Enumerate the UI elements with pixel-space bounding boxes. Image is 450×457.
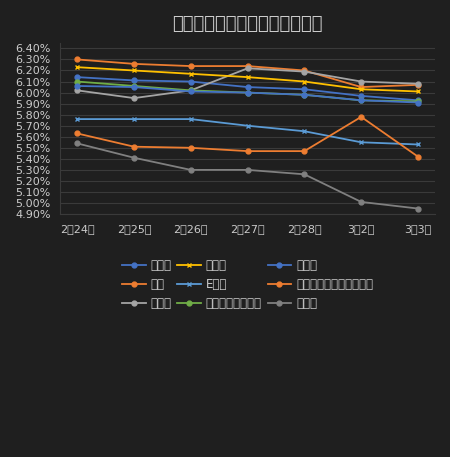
百赚 xyxy=(359,85,364,90)
活期通 xyxy=(131,85,137,90)
余额宝 xyxy=(245,85,250,90)
E钱包 xyxy=(131,117,137,122)
E钱包 xyxy=(245,123,250,128)
零钱宝 xyxy=(131,96,137,101)
现金宝（汇添富） xyxy=(302,92,307,97)
Line: 零钱宝: 零钱宝 xyxy=(75,66,420,101)
Title: 互联网理财产品年化收益率趋势: 互联网理财产品年化收益率趋势 xyxy=(172,15,323,33)
零钱宝 xyxy=(245,65,250,71)
余额宝 xyxy=(415,98,421,103)
现金宝（汇添富） xyxy=(188,88,194,93)
理财通 xyxy=(75,64,80,70)
现金宝（汇添富） xyxy=(415,99,421,104)
Line: E钱包: E钱包 xyxy=(75,117,420,147)
Line: 理财通: 理财通 xyxy=(75,65,420,94)
E钱包 xyxy=(75,117,80,122)
活期通 xyxy=(188,89,194,94)
余额宝 xyxy=(75,74,80,80)
现金宝（汇添富） xyxy=(75,79,80,84)
百赚 xyxy=(75,57,80,62)
现金宝（南方现金增利） xyxy=(415,154,421,159)
现金宝（南方现金增利） xyxy=(131,144,137,149)
钱袋子 xyxy=(245,167,250,173)
余额宝 xyxy=(131,78,137,83)
现金宝（南方现金增利） xyxy=(188,145,194,150)
现金宝（汇添富） xyxy=(131,83,137,89)
活期通 xyxy=(245,90,250,96)
现金宝（汇添富） xyxy=(245,90,250,96)
零钱宝 xyxy=(188,88,194,93)
钱袋子 xyxy=(131,155,137,160)
零钱宝 xyxy=(415,81,421,86)
钱袋子 xyxy=(302,171,307,177)
Line: 钱袋子: 钱袋子 xyxy=(75,141,420,211)
余额宝 xyxy=(302,86,307,92)
Line: 现金宝（汇添富）: 现金宝（汇添富） xyxy=(75,79,420,104)
E钱包 xyxy=(302,128,307,134)
钱袋子 xyxy=(188,167,194,173)
百赚 xyxy=(302,68,307,73)
活期通 xyxy=(75,83,80,89)
零钱宝 xyxy=(359,79,364,84)
理财通 xyxy=(188,71,194,77)
Line: 活期通: 活期通 xyxy=(75,84,420,105)
钱袋子 xyxy=(359,199,364,205)
钱袋子 xyxy=(415,206,421,211)
现金宝（南方现金增利） xyxy=(359,114,364,120)
百赚 xyxy=(245,64,250,69)
现金宝（汇添富） xyxy=(359,98,364,103)
Line: 余额宝: 余额宝 xyxy=(75,74,420,103)
理财通 xyxy=(245,74,250,80)
余额宝 xyxy=(188,79,194,84)
E钱包 xyxy=(415,142,421,147)
Line: 百赚: 百赚 xyxy=(75,57,420,90)
理财通 xyxy=(359,86,364,92)
理财通 xyxy=(131,68,137,73)
E钱包 xyxy=(359,139,364,145)
活期通 xyxy=(359,98,364,103)
现金宝（南方现金增利） xyxy=(75,131,80,136)
余额宝 xyxy=(359,93,364,99)
活期通 xyxy=(302,92,307,97)
理财通 xyxy=(415,89,421,94)
E钱包 xyxy=(188,117,194,122)
钱袋子 xyxy=(75,141,80,146)
百赚 xyxy=(131,61,137,67)
零钱宝 xyxy=(302,69,307,74)
理财通 xyxy=(302,79,307,84)
现金宝（南方现金增利） xyxy=(302,149,307,154)
Legend: 余额宝, 百赚, 零钱宝, 理财通, E钱包, 现金宝（汇添富）, 活期通, 现金宝（南方现金增利）, 钱袋子: 余额宝, 百赚, 零钱宝, 理财通, E钱包, 现金宝（汇添富）, 活期通, 现… xyxy=(117,254,378,314)
现金宝（南方现金增利） xyxy=(245,149,250,154)
百赚 xyxy=(415,82,421,88)
Line: 现金宝（南方现金增利）: 现金宝（南方现金增利） xyxy=(75,114,420,159)
零钱宝 xyxy=(75,88,80,93)
活期通 xyxy=(415,100,421,105)
百赚 xyxy=(188,64,194,69)
